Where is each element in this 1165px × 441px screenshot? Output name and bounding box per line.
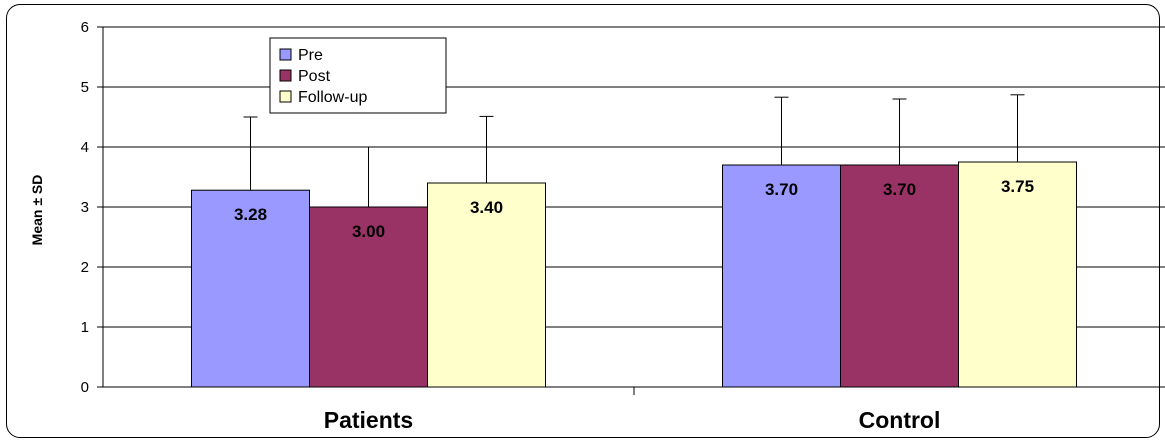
data-label: 3.70 — [883, 180, 916, 199]
y-tick-label: 0 — [81, 379, 89, 396]
bar — [840, 164, 959, 388]
legend-label: Pre — [298, 47, 323, 64]
data-label: 3.75 — [1001, 177, 1034, 196]
y-axis-label: Mean ± SD — [29, 175, 45, 246]
data-label: 3.28 — [234, 205, 267, 224]
axes — [97, 26, 1165, 395]
bar — [191, 189, 310, 388]
y-tick-label: 6 — [81, 19, 89, 36]
legend-swatch — [279, 48, 292, 61]
bar — [958, 161, 1077, 388]
category-label: Patients — [324, 407, 413, 433]
y-tick-labels: 0 1 2 3 4 5 6 — [81, 19, 89, 396]
data-label: 3.40 — [470, 198, 503, 217]
y-tick-label: 5 — [81, 79, 89, 96]
y-tick-label: 3 — [81, 199, 89, 216]
category-labels: Patients Control — [324, 407, 941, 433]
bar — [722, 164, 841, 388]
legend-label: Follow-up — [298, 89, 367, 106]
legend-label: Post — [298, 68, 331, 85]
legend-swatch — [279, 90, 292, 103]
bars: 3.28 3.00 3.40 3.70 3.70 3.75 — [191, 94, 1077, 388]
y-tick-label: 2 — [81, 259, 89, 276]
category-label: Control — [859, 407, 941, 433]
data-label: 3.00 — [352, 222, 385, 241]
legend-swatch — [279, 69, 292, 82]
legend: Pre Post Follow-up — [269, 37, 447, 114]
data-label: 3.70 — [765, 180, 798, 199]
legend-box — [269, 37, 447, 114]
y-tick-label: 1 — [81, 319, 89, 336]
bar — [427, 182, 546, 388]
y-tick-label: 4 — [81, 139, 89, 156]
